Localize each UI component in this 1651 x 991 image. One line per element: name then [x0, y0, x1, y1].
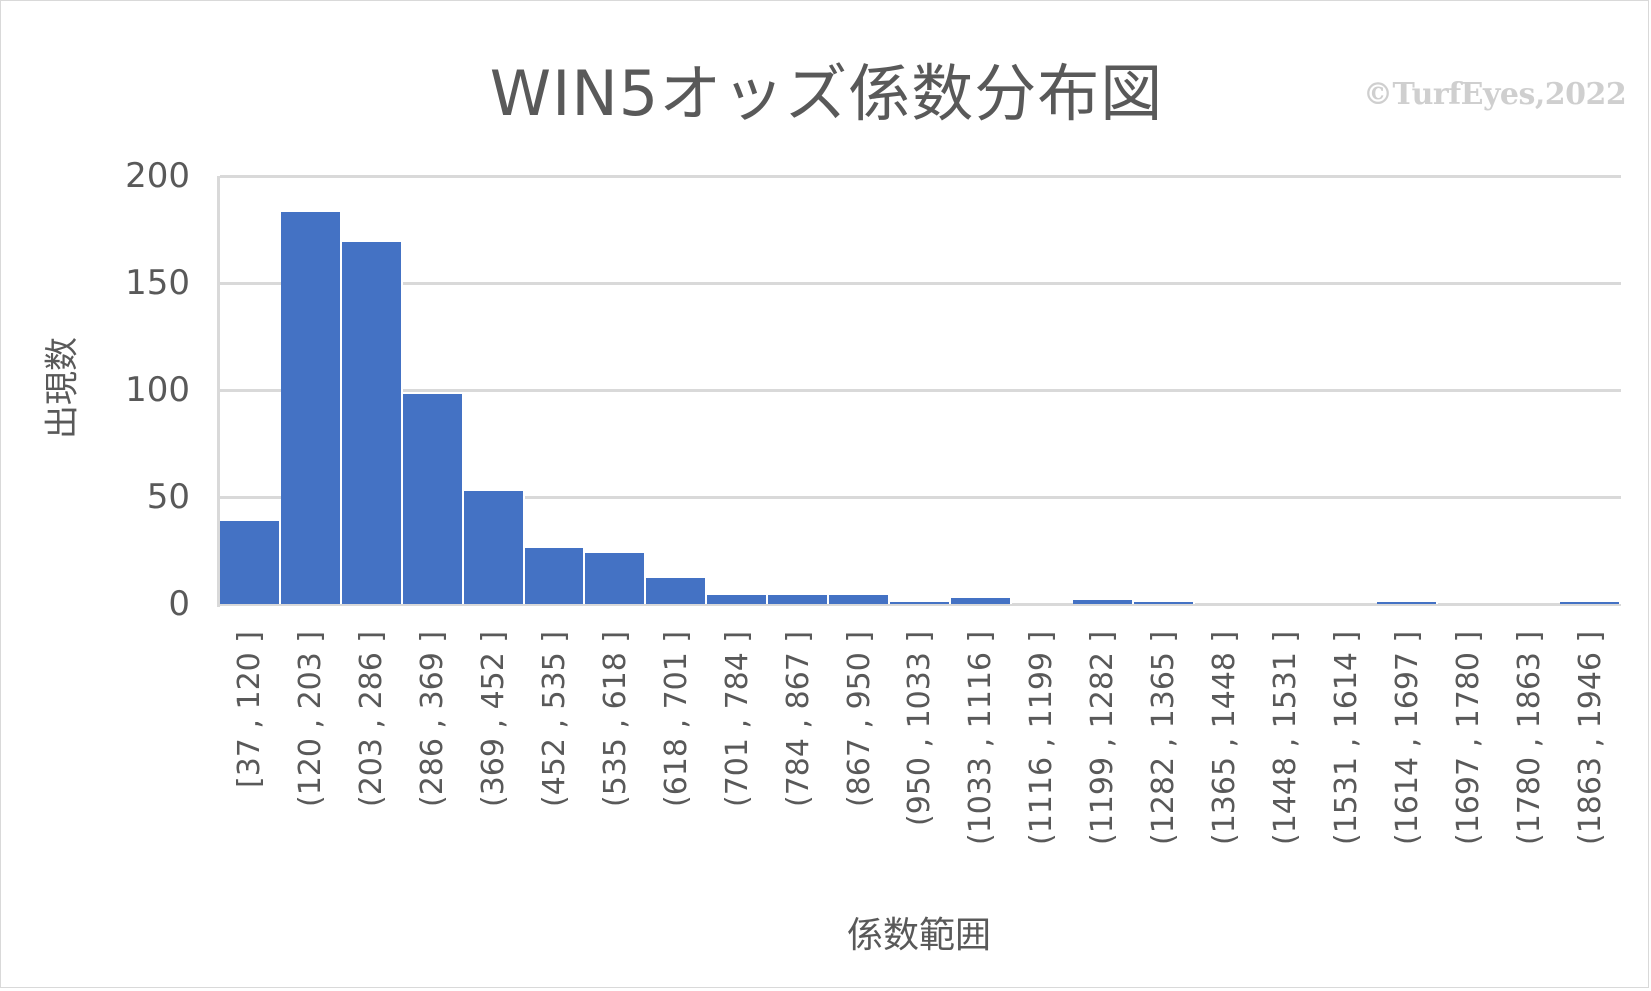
- gridline: [220, 496, 1621, 499]
- x-tick-label-wrap: (452 , 535 ]: [525, 631, 585, 871]
- x-tick-label: (784 , 867 ]: [780, 630, 816, 807]
- x-tick-label: (1697 , 1780 ]: [1450, 630, 1486, 845]
- histogram-bar: [707, 595, 769, 604]
- y-tick-label: 50: [146, 477, 190, 517]
- histogram-bar: [220, 520, 281, 604]
- x-tick-label-wrap: (1448 , 1531 ]: [1256, 631, 1316, 871]
- x-tick-label: (120 , 203 ]: [293, 630, 329, 807]
- x-tick-label: (1863 , 1946 ]: [1572, 630, 1608, 845]
- histogram-bar: [768, 595, 830, 604]
- x-tick-label-wrap: (950 , 1033 ]: [890, 631, 950, 871]
- x-tick-label-wrap: (1033 , 1116 ]: [951, 631, 1011, 871]
- x-axis-title: 係数範囲: [846, 915, 991, 956]
- histogram-bar: [890, 601, 951, 604]
- plot-area: [217, 175, 1621, 607]
- x-tick-label-wrap: (1365 , 1448 ]: [1195, 631, 1255, 871]
- x-tick-label: (618 , 701 ]: [658, 630, 694, 807]
- y-tick-label: 100: [125, 370, 190, 410]
- x-tick-label: [37 , 120 ]: [232, 631, 268, 788]
- y-tick-label: 200: [125, 156, 190, 196]
- histogram-bar: [524, 548, 586, 604]
- x-tick-label-wrap: (1199 , 1282 ]: [1073, 631, 1133, 871]
- x-tick-label-wrap: (369 , 452 ]: [464, 631, 524, 871]
- x-tick-label-wrap: (618 , 701 ]: [646, 631, 706, 871]
- histogram-bar: [341, 242, 403, 604]
- x-tick-label: (286 , 369 ]: [415, 630, 451, 807]
- x-tick-label-wrap: (286 , 369 ]: [403, 631, 463, 871]
- histogram-bar: [950, 597, 1012, 604]
- bar-series: [220, 176, 1621, 604]
- x-tick-label-wrap: (701 , 784 ]: [707, 631, 767, 871]
- histogram-bar: [463, 490, 525, 604]
- x-tick-label-wrap: (1780 , 1863 ]: [1499, 631, 1559, 871]
- x-tick-label-wrap: (867 , 950 ]: [829, 631, 889, 871]
- x-tick-label: (1282 , 1365 ]: [1146, 630, 1182, 845]
- histogram-bar: [1377, 601, 1439, 604]
- x-tick-label-wrap: [37 , 120 ]: [220, 631, 280, 871]
- gridline: [220, 175, 1621, 178]
- y-tick-label: 150: [125, 263, 190, 303]
- y-axis-line: [217, 176, 220, 607]
- x-tick-label-wrap: (1282 , 1365 ]: [1134, 631, 1194, 871]
- x-tick-label: (452 , 535 ]: [537, 630, 573, 807]
- histogram-bar: [1560, 601, 1621, 604]
- x-tick-label: (1614 , 1697 ]: [1389, 630, 1425, 845]
- histogram-bar: [1133, 601, 1195, 604]
- x-tick-label: (1780 , 1863 ]: [1511, 630, 1547, 845]
- copyright-watermark: ©TurfEyes,2022: [1363, 77, 1627, 112]
- x-tick-label: (867 , 950 ]: [841, 630, 877, 807]
- x-tick-label-wrap: (1697 , 1780 ]: [1438, 631, 1498, 871]
- x-tick-label: (701 , 784 ]: [719, 630, 755, 807]
- histogram-bar: [280, 212, 342, 604]
- x-tick-label-wrap: (1531 , 1614 ]: [1316, 631, 1376, 871]
- histogram-bar: [402, 394, 464, 604]
- gridline: [220, 603, 1621, 606]
- x-tick-label: (1448 , 1531 ]: [1267, 630, 1303, 845]
- x-tick-label: (1365 , 1448 ]: [1207, 630, 1243, 845]
- x-tick-label-wrap: (1116 , 1199 ]: [1012, 631, 1072, 871]
- x-tick-label: (1116 , 1199 ]: [1024, 630, 1060, 845]
- x-tick-label: (535 , 618 ]: [597, 630, 633, 807]
- x-tick-label-wrap: (120 , 203 ]: [281, 631, 341, 871]
- x-tick-label-wrap: (203 , 286 ]: [342, 631, 402, 871]
- histogram-bar: [646, 578, 708, 604]
- x-tick-label: (950 , 1033 ]: [902, 630, 938, 826]
- y-tick-label: 0: [168, 584, 190, 624]
- x-tick-label: (1033 , 1116 ]: [963, 630, 999, 845]
- x-tick-label: (369 , 452 ]: [476, 630, 512, 807]
- x-tick-label-wrap: (784 , 867 ]: [768, 631, 828, 871]
- x-tick-label: (203 , 286 ]: [354, 630, 390, 807]
- histogram-bar: [585, 552, 647, 604]
- x-tick-label-wrap: (1614 , 1697 ]: [1377, 631, 1437, 871]
- x-tick-label: (1531 , 1614 ]: [1328, 630, 1364, 845]
- gridline: [220, 389, 1621, 392]
- chart-title: WIN5オッズ係数分布図: [489, 57, 1164, 130]
- histogram-bar: [829, 595, 891, 604]
- x-tick-label-wrap: (535 , 618 ]: [585, 631, 645, 871]
- x-tick-label-wrap: (1863 , 1946 ]: [1560, 631, 1620, 871]
- histogram-bar: [1072, 599, 1134, 604]
- gridline: [220, 282, 1621, 285]
- x-tick-label: (1199 , 1282 ]: [1085, 630, 1121, 845]
